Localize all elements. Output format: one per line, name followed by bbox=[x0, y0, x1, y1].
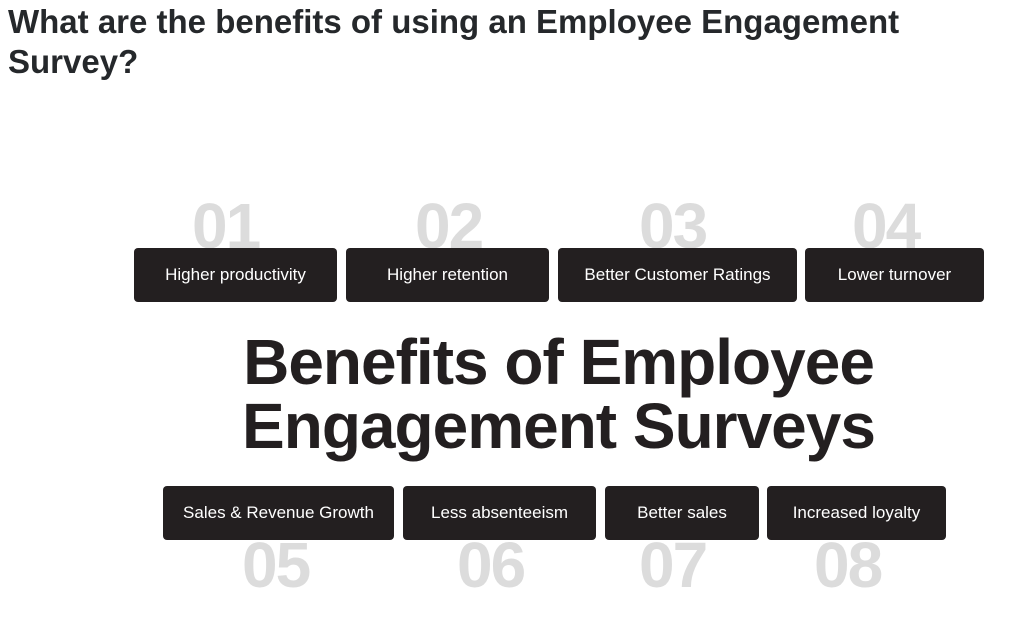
benefit-number: 03 bbox=[639, 190, 708, 262]
heading-line-2: Engagement Surveys bbox=[242, 390, 876, 462]
benefit-number: 07 bbox=[639, 529, 708, 601]
benefit-number: 04 bbox=[852, 190, 921, 262]
benefit-box: Better Customer Ratings bbox=[558, 248, 797, 302]
infographic-heading: Benefits of Employee Engagement Surveys bbox=[0, 330, 1024, 458]
benefit-box: Sales & Revenue Growth bbox=[163, 486, 394, 540]
benefit-box: Less absenteeism bbox=[403, 486, 596, 540]
page-title: What are the benefits of using an Employ… bbox=[8, 3, 900, 80]
benefit-box: Higher retention bbox=[346, 248, 549, 302]
benefit-box: Increased loyalty bbox=[767, 486, 946, 540]
benefit-number: 02 bbox=[415, 190, 484, 262]
benefit-number: 05 bbox=[242, 529, 311, 601]
benefit-box: Better sales bbox=[605, 486, 759, 540]
benefit-box: Higher productivity bbox=[134, 248, 337, 302]
benefit-box: Lower turnover bbox=[805, 248, 984, 302]
benefit-number: 08 bbox=[814, 529, 883, 601]
benefit-number: 01 bbox=[192, 190, 261, 262]
heading-line-1: Benefits of Employee bbox=[243, 326, 875, 398]
benefit-number: 06 bbox=[457, 529, 526, 601]
